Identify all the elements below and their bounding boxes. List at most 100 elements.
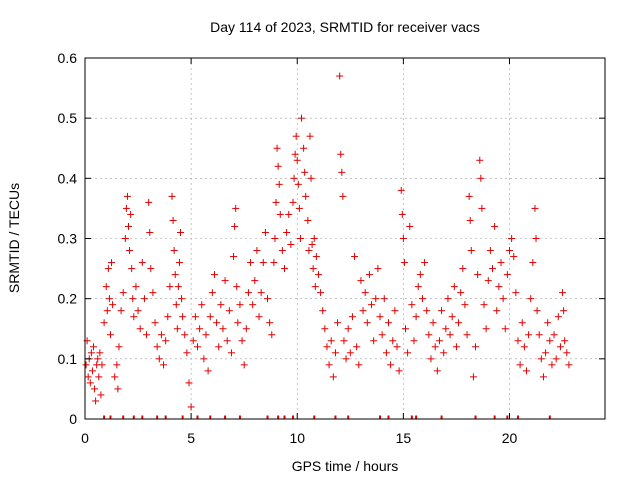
data-point [296, 235, 304, 242]
data-point [251, 277, 259, 285]
data-point [84, 373, 92, 381]
data-point [323, 343, 331, 351]
data-point [95, 373, 103, 381]
data-point [157, 331, 165, 339]
data-point [103, 307, 111, 315]
data-point [391, 307, 399, 315]
data-point [297, 114, 305, 122]
data-point [215, 343, 223, 351]
data-point [482, 325, 490, 333]
data-point [461, 301, 469, 309]
data-point [174, 283, 182, 291]
data-point [546, 337, 554, 345]
grid-lines [85, 58, 605, 419]
x-tick-label: 20 [502, 430, 518, 446]
y-tick-label: 0.1 [58, 351, 78, 367]
data-point [305, 247, 313, 255]
data-point [477, 174, 485, 182]
data-point [109, 301, 117, 309]
data-point [98, 361, 106, 369]
data-point [278, 247, 286, 255]
data-point [257, 289, 265, 297]
data-point [306, 132, 314, 140]
x-axis-label: GPS time / hours [292, 458, 399, 474]
data-point [537, 355, 545, 363]
data-point [518, 319, 526, 327]
data-point [406, 222, 414, 230]
data-point [170, 247, 178, 255]
data-point [554, 313, 562, 321]
data-point [472, 343, 480, 351]
data-point [274, 162, 282, 170]
data-point [527, 295, 535, 303]
data-point [410, 337, 418, 345]
data-point [466, 216, 474, 224]
data-point [337, 150, 345, 158]
data-point [340, 337, 348, 345]
axis-ticks [84, 57, 605, 420]
data-point [474, 271, 482, 279]
data-point [102, 283, 110, 291]
data-point [266, 319, 274, 327]
data-point [539, 373, 547, 381]
data-point [372, 295, 380, 303]
data-point [438, 307, 446, 315]
data-point [532, 235, 540, 242]
data-point [122, 204, 130, 212]
data-point [404, 349, 412, 357]
data-point [355, 361, 363, 369]
data-point [89, 343, 97, 351]
data-point [329, 373, 337, 381]
data-point [325, 361, 333, 369]
data-point [281, 265, 289, 273]
data-point [206, 313, 214, 321]
data-point [276, 210, 284, 218]
y-axis-label: SRMTID / TECUs [6, 183, 22, 293]
data-point [563, 349, 571, 357]
data-point [310, 235, 318, 242]
data-point [395, 367, 403, 375]
data-point [181, 331, 189, 339]
data-point [255, 313, 263, 321]
data-point [400, 259, 408, 267]
data-point [87, 349, 95, 357]
data-point [191, 313, 199, 321]
data-point [560, 307, 568, 315]
data-point [469, 373, 477, 381]
data-point [86, 379, 94, 387]
data-point [227, 349, 235, 357]
data-point [130, 313, 138, 321]
x-tick-labels: 0 5 10 15 20 [81, 430, 517, 446]
data-point [270, 259, 278, 267]
data-point [136, 325, 144, 333]
data-point [516, 361, 524, 369]
data-point [202, 331, 210, 339]
y-tick-label: 0.2 [58, 291, 78, 307]
data-point [259, 259, 267, 267]
data-point [140, 295, 148, 303]
data-point [261, 228, 269, 236]
data-point [512, 289, 520, 297]
data-point [300, 144, 308, 152]
data-point [503, 271, 511, 279]
data-point [380, 295, 388, 303]
data-point [457, 289, 465, 297]
data-point [353, 343, 361, 351]
data-point [389, 337, 397, 345]
data-point [230, 253, 238, 261]
data-point [336, 72, 344, 80]
data-point [463, 331, 471, 339]
data-point [238, 337, 246, 345]
data-point [491, 222, 499, 230]
data-point [450, 283, 458, 291]
data-point [208, 289, 216, 297]
data-point [444, 295, 452, 303]
data-point [331, 349, 339, 357]
data-point [147, 265, 155, 273]
data-point [327, 337, 335, 345]
data-point [495, 283, 503, 291]
data-point [486, 247, 494, 255]
data-point [106, 331, 114, 339]
data-point [431, 343, 439, 351]
data-point [398, 210, 406, 218]
